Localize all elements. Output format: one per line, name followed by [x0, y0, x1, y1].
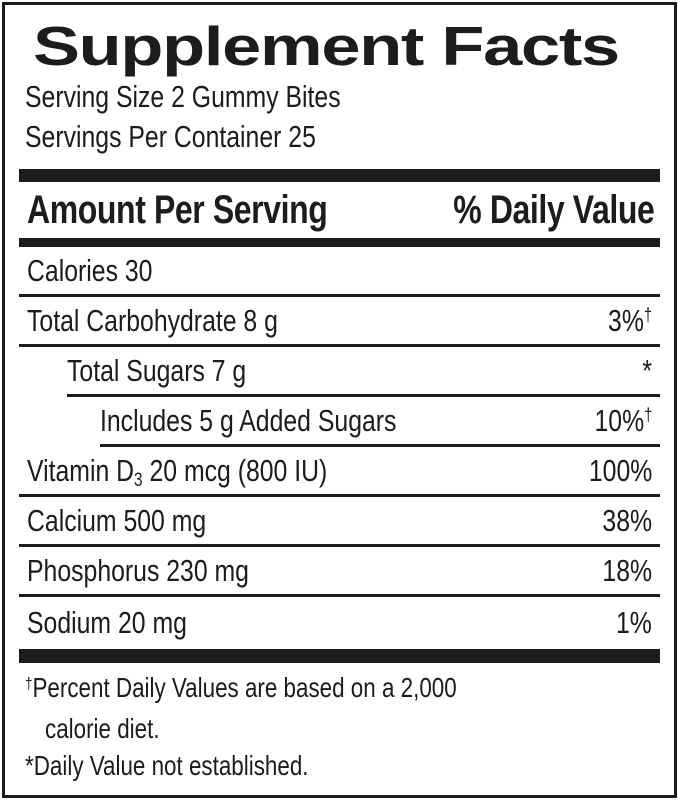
nutrient-value: 38%	[602, 502, 652, 538]
nutrient-value: 100%	[588, 452, 652, 488]
panel-title: Supplement Facts	[33, 15, 654, 77]
nutrient-row-total-sugars: Total Sugars 7 g *	[67, 347, 660, 397]
nutrient-name: Calcium 500 mg	[27, 502, 207, 538]
nutrient-name: Sodium 20 mg	[27, 605, 187, 640]
nutrient-name: Phosphorus 230 mg	[27, 552, 249, 588]
nutrient-name: Calories 30	[27, 252, 153, 288]
footnote-daily-values-line1: †Percent Daily Values are based on a 2,0…	[25, 672, 457, 703]
nutrient-value: *	[642, 352, 652, 388]
column-header-row: Amount Per Serving % Daily Value	[19, 182, 660, 238]
nutrient-name: Total Sugars 7 g	[67, 352, 247, 388]
asterisk-mark: *	[25, 750, 34, 781]
panel-title-text: Supplement Facts	[33, 15, 620, 77]
nutrient-row-phosphorus: Phosphorus 230 mg 18%	[19, 547, 660, 597]
thick-divider-top	[19, 169, 660, 182]
footnote-not-established: *Daily Value not established.	[25, 750, 309, 781]
footnote-daily-values-line2: calorie diet.	[45, 713, 160, 744]
subscript-3: 3	[134, 469, 143, 491]
panel-header: Supplement Facts Serving Size 2 Gummy Bi…	[5, 5, 674, 157]
nutrient-row-calcium: Calcium 500 mg 38%	[19, 497, 660, 547]
daily-value-header: % Daily Value	[452, 187, 655, 232]
nutrient-row-sodium: Sodium 20 mg 1%	[19, 597, 660, 649]
dagger-mark: †	[643, 304, 652, 326]
nutrient-value: 18%	[602, 552, 652, 588]
dagger-mark: †	[643, 404, 652, 426]
nutrient-table: Calories 30 Total Carbohydrate 8 g 3%† T…	[19, 247, 660, 649]
nutrient-name: Includes 5 g Added Sugars	[100, 402, 397, 438]
serving-size-line: Serving Size 2 Gummy Bites	[25, 79, 341, 114]
nutrient-value: 1%	[616, 605, 652, 640]
nutrient-name: Vitamin D3 20 mcg (800 IU)	[27, 452, 328, 491]
nutrient-row-added-sugars: Includes 5 g Added Sugars 10%†	[100, 397, 660, 447]
footnotes: †Percent Daily Values are based on a 2,0…	[5, 663, 674, 784]
nutrient-row-total-carbohydrate: Total Carbohydrate 8 g 3%†	[19, 297, 660, 347]
nutrient-row-calories: Calories 30	[19, 247, 660, 297]
nutrient-value: 10%†	[594, 402, 652, 438]
amount-per-serving-header: Amount Per Serving	[27, 187, 328, 232]
nutrient-name: Total Carbohydrate 8 g	[27, 302, 278, 338]
dagger-mark: †	[25, 673, 33, 693]
thick-divider-bottom	[19, 649, 660, 663]
nutrient-row-vitamin-d3: Vitamin D3 20 mcg (800 IU) 100%	[19, 447, 660, 497]
medium-divider	[19, 238, 660, 247]
servings-per-container-line: Servings Per Container 25	[25, 119, 316, 154]
nutrient-value: 3%†	[607, 302, 652, 338]
